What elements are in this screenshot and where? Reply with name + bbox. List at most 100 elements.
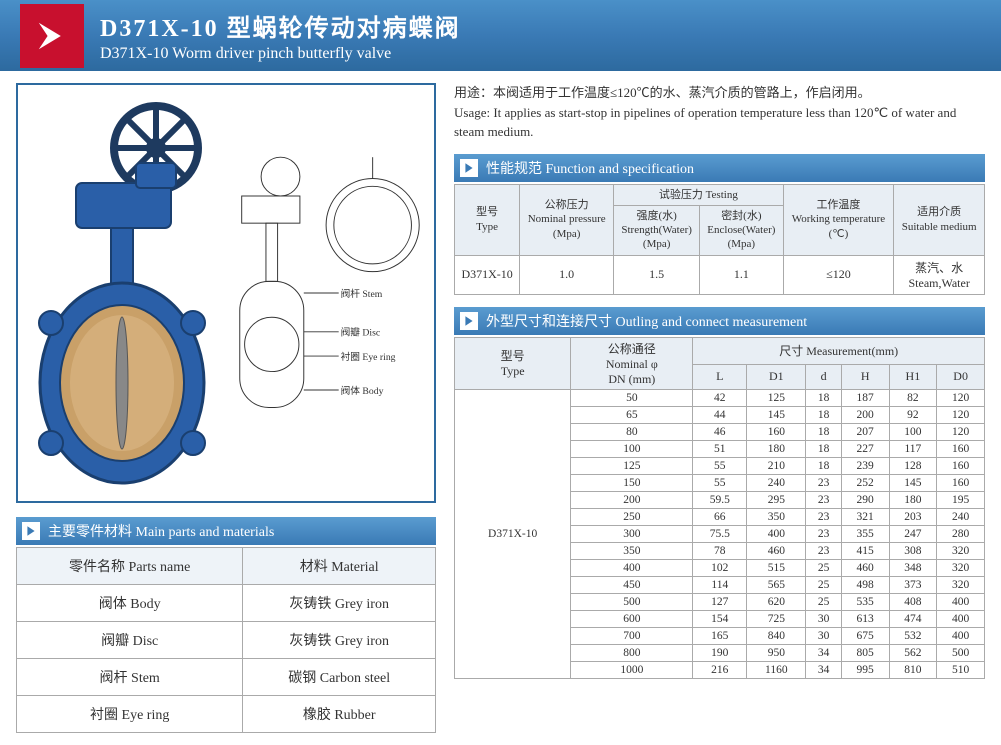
meas-cell: 700 [571, 627, 693, 644]
left-column: 阀杆 Stem 阀瓣 Disc 衬圈 Eye ring 阀体 Body 主要零件… [16, 83, 436, 733]
spec-section-header: 性能规范 Function and specification [454, 154, 985, 182]
meas-cell: 78 [693, 542, 747, 559]
spec-table: 型号Type 公称压力Nominal pressure(Mpa) 试验压力 Te… [454, 184, 985, 295]
meas-cell: 120 [937, 389, 985, 406]
meas-cell: 180 [747, 440, 806, 457]
meas-cell: 23 [806, 508, 841, 525]
meas-cell: 510 [937, 661, 985, 678]
meas-cell: 675 [841, 627, 889, 644]
meas-cell: 102 [693, 559, 747, 576]
meas-cell: 125 [571, 457, 693, 474]
meas-cell: 46 [693, 423, 747, 440]
meas-cell: 145 [889, 474, 937, 491]
meas-cell: 92 [889, 406, 937, 423]
spec-h-medium: 适用介质Suitable medium [894, 184, 985, 255]
meas-cell: 120 [937, 423, 985, 440]
usage-en: Usage: It applies as start-stop in pipel… [454, 103, 985, 142]
meas-cell: 210 [747, 457, 806, 474]
meas-cell: 23 [806, 525, 841, 542]
meas-cell: 290 [841, 491, 889, 508]
meas-cell: 117 [889, 440, 937, 457]
meas-cell: 18 [806, 406, 841, 423]
parts-name: 阀杆 Stem [17, 659, 243, 696]
meas-cell: 321 [841, 508, 889, 525]
meas-cell: 400 [937, 627, 985, 644]
table-row: 阀杆 Stem碳钢 Carbon steel [17, 659, 436, 696]
meas-cell: 187 [841, 389, 889, 406]
meas-cell: 50 [571, 389, 693, 406]
meas-cell: 400 [571, 559, 693, 576]
meas-cell: 240 [937, 508, 985, 525]
parts-section-title: 主要零件材料 Main parts and materials [48, 521, 274, 541]
parts-name: 衬圈 Eye ring [17, 696, 243, 733]
title-english: D371X-10 Worm driver pinch butterfly val… [100, 45, 1001, 63]
meas-cell: 128 [889, 457, 937, 474]
usage-cn: 用途：本阀适用于工作温度≤120℃的水、蒸汽介质的管路上，作启闭用。 [454, 83, 985, 103]
meas-cell: 25 [806, 559, 841, 576]
meas-cell: 65 [571, 406, 693, 423]
chevron-icon [460, 159, 478, 177]
meas-cell: 415 [841, 542, 889, 559]
meas-cell: 515 [747, 559, 806, 576]
meas-cell: 120 [937, 406, 985, 423]
meas-cell: 400 [937, 593, 985, 610]
meas-cell: 474 [889, 610, 937, 627]
meas-cell: 160 [747, 423, 806, 440]
spec-section-title: 性能规范 Function and specification [486, 158, 694, 178]
meas-cell: 100 [889, 423, 937, 440]
spec-v-temp: ≤120 [783, 255, 894, 294]
spec-v-strength: 1.5 [614, 255, 700, 294]
meas-cell: 125 [747, 389, 806, 406]
meas-cell: 355 [841, 525, 889, 542]
meas-h-meas: 尺寸 Measurement(mm) [693, 337, 985, 364]
meas-h-type: 型号Type [455, 337, 571, 389]
spec-v-medium: 蒸汽、水Steam,Water [894, 255, 985, 294]
meas-cell: 239 [841, 457, 889, 474]
technical-diagram: 阀杆 Stem 阀瓣 Disc 衬圈 Eye ring 阀体 Body [232, 93, 426, 493]
meas-section-header: 外型尺寸和连接尺寸 Outling and connect measuremen… [454, 307, 985, 335]
meas-cell: 995 [841, 661, 889, 678]
spec-h-strength: 强度(水)Strength(Water)(Mpa) [614, 205, 700, 255]
meas-cell: 66 [693, 508, 747, 525]
meas-cell: 280 [937, 525, 985, 542]
meas-cell: 295 [747, 491, 806, 508]
title-chinese: D371X-10 型蜗轮传动对病蝶阀 [100, 8, 1001, 43]
meas-cell: 34 [806, 644, 841, 661]
spec-h-type: 型号Type [455, 184, 520, 255]
meas-cell: 18 [806, 389, 841, 406]
meas-cell: 1160 [747, 661, 806, 678]
label-eyering: 衬圈 Eye ring [341, 350, 396, 363]
spec-h-testing: 试验压力 Testing [614, 184, 783, 205]
meas-col-header: H1 [889, 364, 937, 389]
meas-cell: 216 [693, 661, 747, 678]
meas-col-header: H [841, 364, 889, 389]
meas-cell: 34 [806, 661, 841, 678]
parts-material: 灰铸铁 Grey iron [243, 585, 436, 622]
meas-cell: 42 [693, 389, 747, 406]
meas-col-header: d [806, 364, 841, 389]
table-row: 阀体 Body灰铸铁 Grey iron [17, 585, 436, 622]
meas-cell: 160 [937, 440, 985, 457]
meas-type-cell: D371X-10 [455, 389, 571, 678]
meas-cell: 180 [889, 491, 937, 508]
meas-cell: 800 [571, 644, 693, 661]
meas-cell: 460 [747, 542, 806, 559]
meas-cell: 18 [806, 423, 841, 440]
meas-cell: 320 [937, 542, 985, 559]
product-photo [26, 93, 226, 493]
meas-cell: 203 [889, 508, 937, 525]
meas-section-title: 外型尺寸和连接尺寸 Outling and connect measuremen… [486, 311, 807, 331]
meas-cell: 400 [937, 610, 985, 627]
chevron-icon [22, 522, 40, 540]
meas-cell: 400 [747, 525, 806, 542]
meas-cell: 127 [693, 593, 747, 610]
page-header: D371X-10 型蜗轮传动对病蝶阀 D371X-10 Worm driver … [0, 0, 1001, 71]
meas-cell: 350 [571, 542, 693, 559]
meas-cell: 207 [841, 423, 889, 440]
parts-header-material: 材料 Material [243, 548, 436, 585]
spec-h-nominal: 公称压力Nominal pressure(Mpa) [520, 184, 614, 255]
meas-cell: 320 [937, 576, 985, 593]
parts-name: 阀体 Body [17, 585, 243, 622]
meas-cell: 500 [937, 644, 985, 661]
meas-cell: 1000 [571, 661, 693, 678]
